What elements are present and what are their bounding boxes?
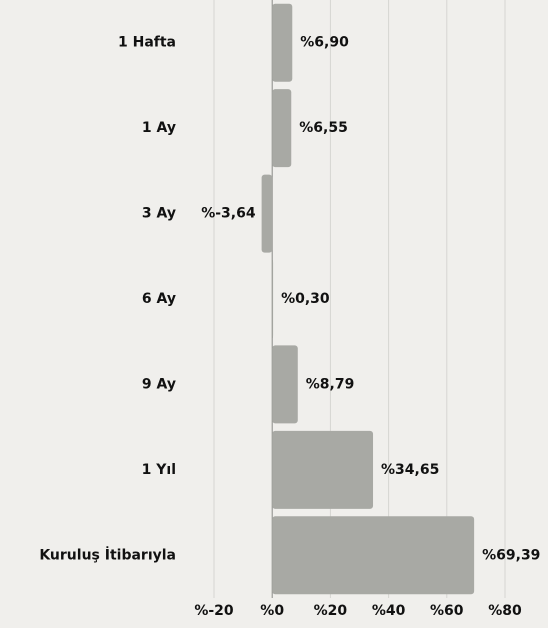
category-label: 9 Ay xyxy=(142,376,176,392)
bar xyxy=(272,516,475,595)
x-tick-label: %60 xyxy=(430,603,464,619)
category-label: 6 Ay xyxy=(142,291,176,307)
category-label: 1 Ay xyxy=(142,120,176,136)
bar xyxy=(272,260,274,338)
x-tick-label: %0 xyxy=(260,603,284,619)
bar xyxy=(272,430,374,509)
value-label: %-3,64 xyxy=(201,206,256,222)
bar xyxy=(261,174,273,253)
x-tick-label: %-20 xyxy=(194,603,234,619)
x-tick-label: %40 xyxy=(372,603,406,619)
bar xyxy=(272,345,298,424)
x-tick-label: %20 xyxy=(314,603,348,619)
value-label: %6,90 xyxy=(300,35,349,51)
value-label: %6,55 xyxy=(299,120,348,136)
value-label: %34,65 xyxy=(381,462,439,478)
category-label: 1 Yıl xyxy=(142,462,176,478)
category-label: 1 Hafta xyxy=(118,35,176,51)
value-label: %8,79 xyxy=(306,376,355,392)
x-tick-label: %80 xyxy=(488,603,522,619)
bar xyxy=(272,89,292,168)
category-label: 3 Ay xyxy=(142,206,176,222)
category-label: Kuruluş İtibarıyla xyxy=(39,546,176,563)
value-label: %69,39 xyxy=(482,547,540,563)
value-label: %0,30 xyxy=(281,291,330,307)
bar xyxy=(272,3,293,82)
